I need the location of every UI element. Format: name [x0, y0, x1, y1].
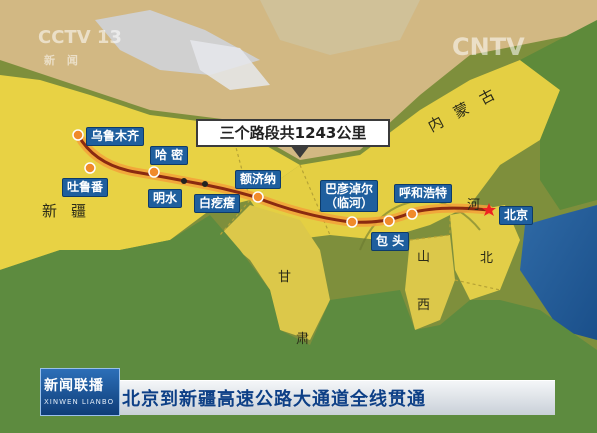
marker-baotou	[383, 215, 395, 227]
marker-turpan	[84, 162, 96, 174]
city-label-baotou: 包 头	[371, 232, 410, 251]
city-label-beijing: 北京	[499, 206, 534, 225]
region-label-hebei-1: 河	[467, 198, 481, 213]
headline-banner: 北京到新疆高速公路大通道全线贯通	[40, 380, 555, 415]
headline-text: 北京到新疆高速公路大通道全线贯通	[122, 389, 426, 410]
city-label-urumqi: 乌鲁木齐	[86, 127, 145, 146]
city-label-hami: 哈 密	[150, 146, 189, 165]
program-badge: 新闻联播 XINWEN LIANBO	[40, 368, 120, 416]
shanxi-region	[405, 235, 455, 330]
region-label-shanxi-2: 西	[417, 298, 431, 313]
mountain-snow-3	[190, 40, 270, 90]
city-label-hohhot: 呼和浩特	[394, 184, 453, 203]
marker-hami	[148, 166, 160, 178]
marker-mingshui	[181, 178, 187, 184]
south-terrain	[0, 215, 597, 433]
hebei-region	[450, 205, 520, 300]
region-label-gansu-2: 肃	[296, 332, 310, 347]
region-label-xinjiang: 新疆	[42, 202, 101, 220]
province-borders	[219, 124, 501, 291]
region-label-shanxi-1: 山	[417, 250, 431, 265]
city-label-bayannur: 巴彦淖尔 （临河）	[320, 180, 379, 212]
route-length-callout: 三个路段共1243公里	[196, 119, 390, 147]
marker-ejina	[252, 191, 264, 203]
program-name-en: XINWEN LIANBO	[44, 398, 115, 406]
region-label-hebei-2: 北	[480, 251, 494, 266]
city-label-mingshui: 明水	[148, 189, 183, 208]
mountain-snow-2	[260, 0, 420, 55]
marker-beijing-star	[482, 203, 496, 216]
cctv-logo: CCTV 13	[38, 27, 122, 48]
northeast-region	[520, 20, 597, 210]
city-label-turpan: 吐鲁番	[62, 178, 109, 197]
marker-hohhot	[406, 208, 418, 220]
cntv-logo: CNTV	[452, 33, 525, 61]
callout-pointer	[290, 145, 310, 158]
marker-urumqi	[72, 129, 84, 141]
marker-baijitan	[202, 181, 208, 187]
bohai-sea	[520, 205, 597, 340]
marker-bayannur	[346, 216, 358, 228]
program-name: 新闻联播	[44, 378, 104, 394]
gansu-region	[220, 205, 330, 340]
city-label-ejina: 额济纳	[235, 170, 282, 189]
region-label-gansu-1: 甘	[278, 270, 292, 285]
city-label-baijitan: 白疙瘩	[194, 194, 241, 213]
cctv-news-sub: 新 闻	[44, 54, 82, 67]
